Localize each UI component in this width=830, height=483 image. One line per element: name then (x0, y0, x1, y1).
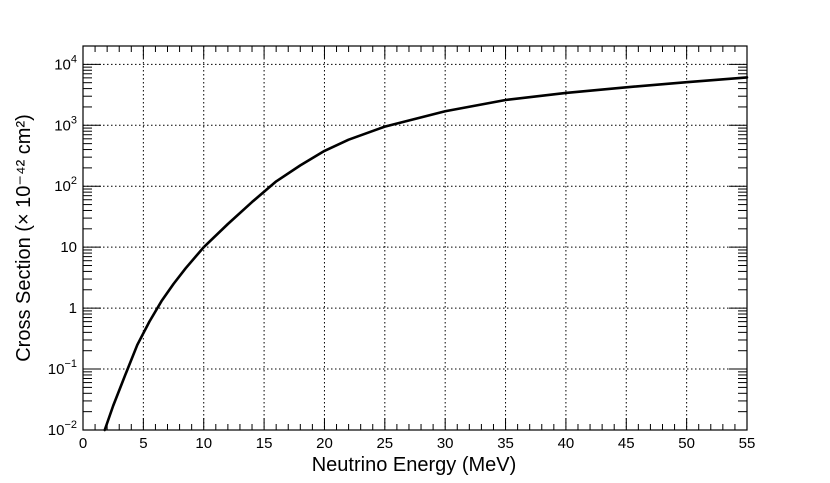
x-tick-label: 0 (79, 435, 87, 452)
grid-lines (83, 46, 747, 430)
x-tick-label: 20 (316, 435, 333, 452)
y-tick-exponent: −1 (64, 358, 77, 370)
x-axis-title: Neutrino Energy (MeV) (312, 454, 517, 476)
plot-border (82, 45, 748, 431)
x-tick-label: 25 (376, 435, 393, 452)
y-axis-title: Cross Section (× 10⁻⁴² cm²) (13, 114, 35, 362)
x-tick-label: 35 (497, 435, 514, 452)
y-tick-exponent: 2 (71, 175, 77, 187)
y-tick-label: 1 (69, 300, 77, 317)
x-tick-label: 40 (558, 435, 575, 452)
x-tick-label: 45 (618, 435, 635, 452)
x-ticks: 0 5 10 15 20 25 30 35 40 45 50 55 (79, 46, 756, 452)
y-tick-label: 103 (54, 114, 77, 134)
y-ticks: 10−2 10−1 1 10 102 103 104 (48, 45, 747, 439)
x-tick-label: 5 (139, 435, 147, 452)
y-tick-label: 102 (54, 175, 77, 195)
y-tick-label: 10−1 (48, 358, 77, 378)
x-tick-label: 10 (195, 435, 212, 452)
plot-frame (82, 45, 748, 431)
y-tick-label: 104 (54, 53, 77, 73)
y-tick-exponent: −2 (64, 419, 77, 431)
y-tick-exponent: 3 (71, 114, 77, 126)
series-layer (103, 76, 749, 432)
y-tick-label: 10−2 (48, 419, 77, 439)
x-tick-label: 30 (437, 435, 454, 452)
y-tick-label: 10 (60, 239, 77, 256)
y-tick-exponent: 4 (71, 53, 77, 65)
cross-section-curve (103, 76, 749, 432)
x-tick-label: 55 (739, 435, 756, 452)
x-tick-label: 50 (678, 435, 695, 452)
x-tick-label: 15 (256, 435, 273, 452)
